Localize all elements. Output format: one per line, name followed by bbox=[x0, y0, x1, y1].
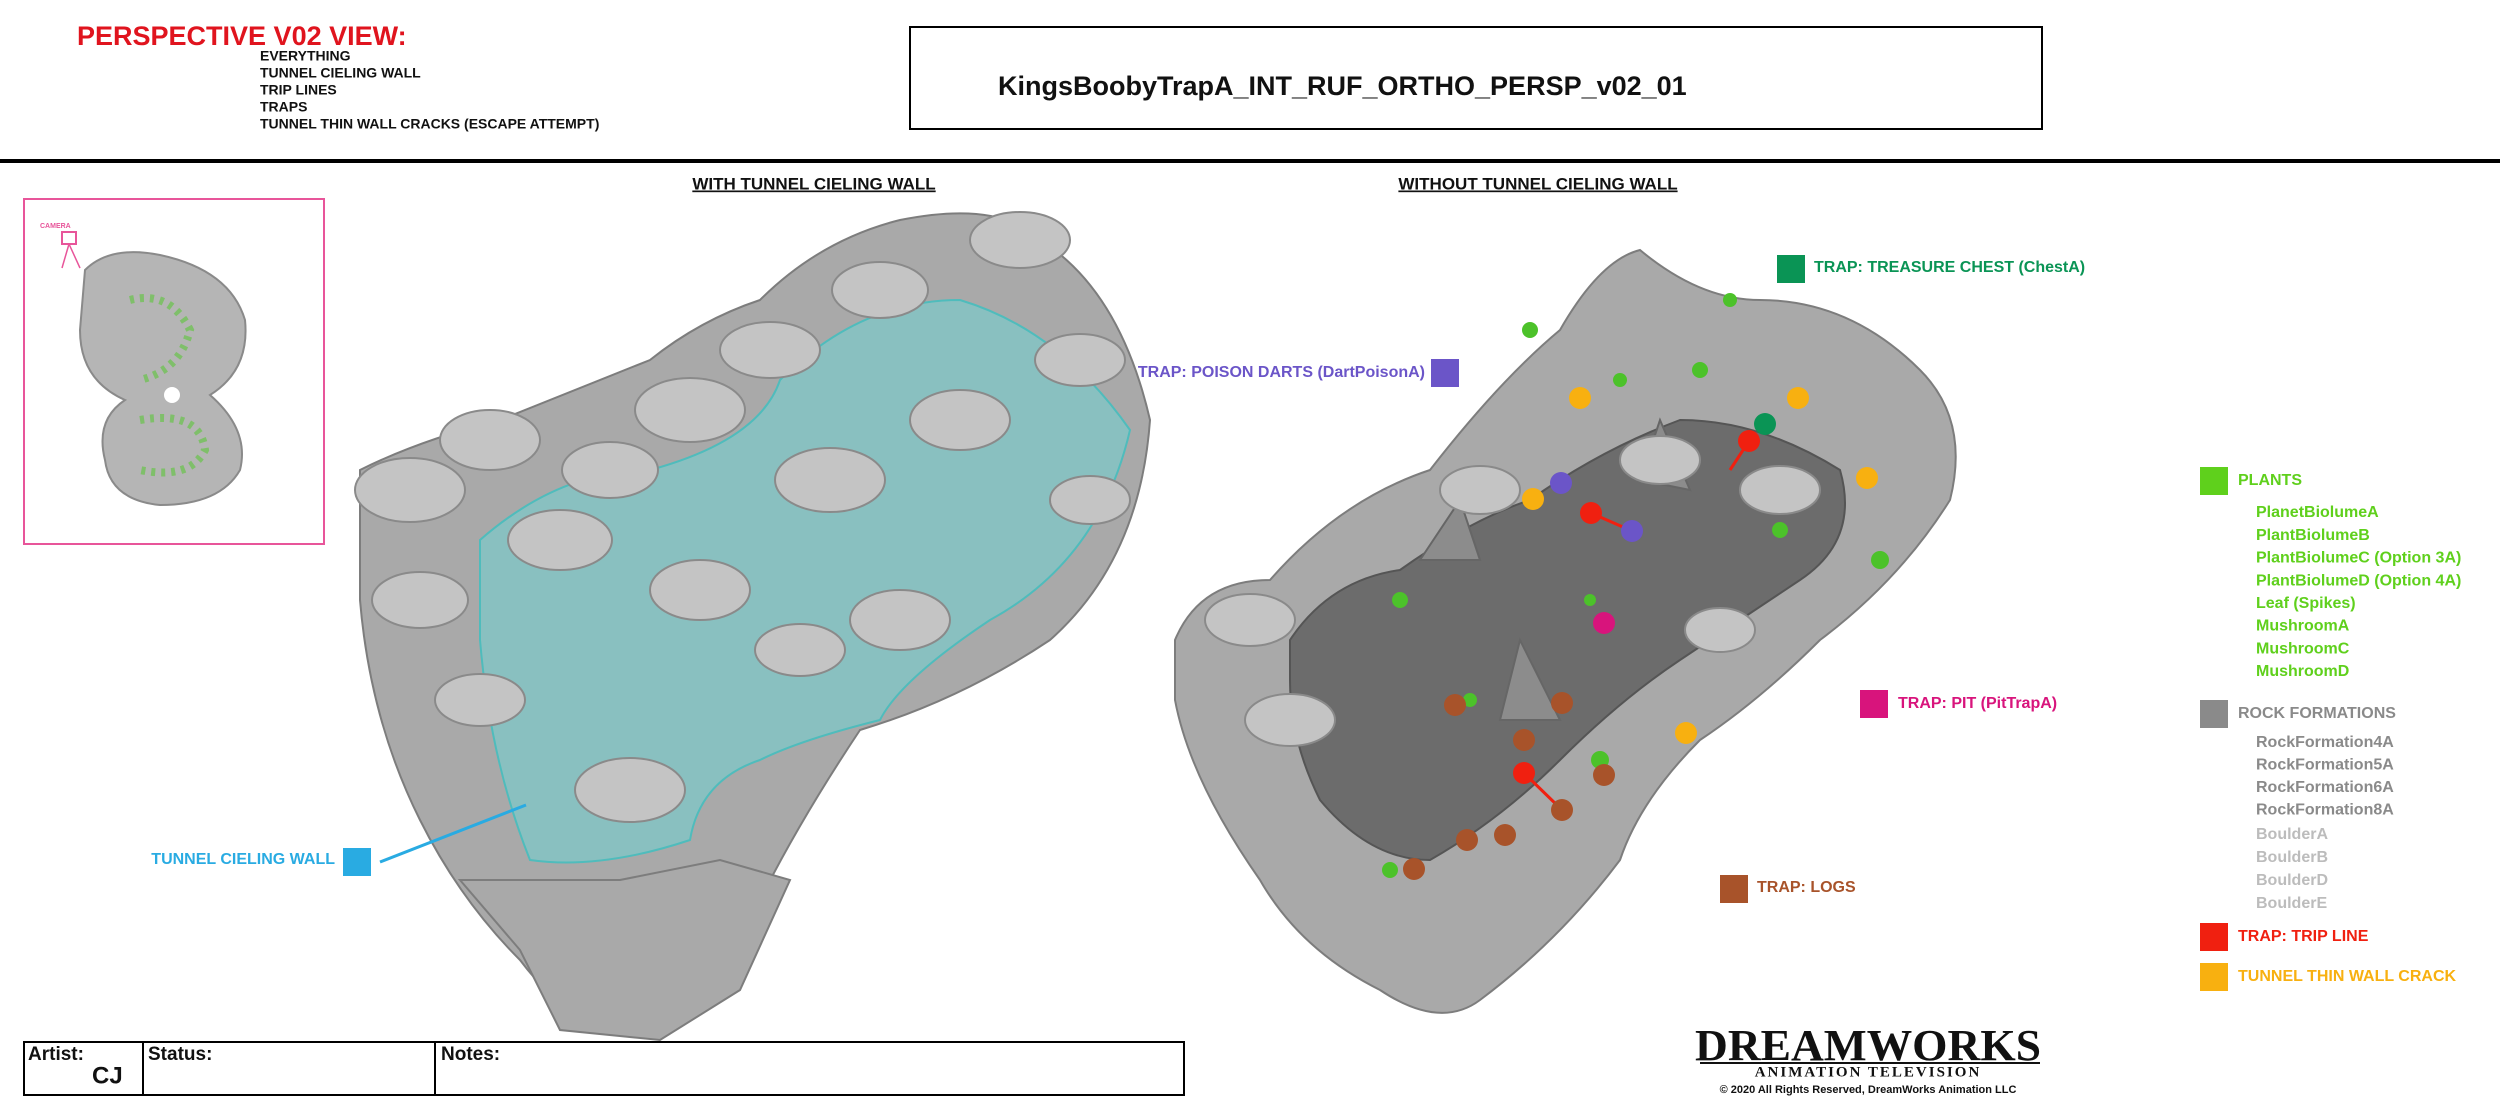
callout-swatch bbox=[343, 848, 371, 876]
legend-item: RockFormation4A bbox=[2256, 734, 2394, 751]
legend-item: BoulderA bbox=[2256, 826, 2328, 843]
legend-swatch bbox=[2200, 700, 2228, 728]
legend-swatch bbox=[2200, 963, 2228, 991]
status-label: Status: bbox=[148, 1044, 212, 1065]
view-title: PERSPECTIVE V02 VIEW: bbox=[77, 21, 407, 51]
callout-swatch bbox=[1777, 255, 1805, 283]
legend-item: PlantBiolumeD (Option 4A) bbox=[2256, 572, 2461, 589]
legend-item: MushroomA bbox=[2256, 618, 2350, 635]
legend-item: BoulderD bbox=[2256, 872, 2328, 889]
inset-label: CAMERA bbox=[40, 223, 71, 230]
file-name-box bbox=[909, 26, 2043, 130]
callout: TRAP: LOGS bbox=[1757, 879, 1856, 896]
legend-items: PlanetBiolumeA PlantBiolumeB PlantBiolumeC… bbox=[2256, 504, 2461, 680]
callout-swatch bbox=[1720, 875, 1748, 903]
view-item: TRIP LINES bbox=[260, 82, 337, 98]
artist: CJ bbox=[92, 1062, 123, 1089]
callout: TUNNEL CIELING WALL bbox=[151, 851, 335, 868]
view-item: TUNNEL CIELING WALL bbox=[260, 65, 421, 81]
legend-title: ROCK FORMATIONS bbox=[2238, 705, 2396, 722]
file-name: KingsBoobyTrapA_INT_RUF_ORTHO_PERSP_v02_… bbox=[998, 71, 1687, 101]
panel-title: WITH TUNNEL CIELING WALL bbox=[692, 174, 935, 193]
callout: TRAP: PIT (PitTrapA) bbox=[1898, 695, 2057, 712]
footer-table bbox=[23, 1041, 1185, 1096]
inset-render bbox=[61, 231, 247, 507]
legend-item: PlanetBiolumeA bbox=[2256, 504, 2379, 521]
legend-title: TUNNEL THIN WALL CRACK bbox=[2238, 968, 2457, 985]
legend-title: TRAP: TRIP LINE bbox=[2238, 928, 2369, 945]
view-item: TRAPS bbox=[260, 99, 307, 115]
logo-name: DREAMWORKS bbox=[1695, 1021, 2041, 1070]
legend-item: PlantBiolumeB bbox=[2256, 527, 2370, 544]
legend-item: PlantBiolumeC (Option 3A) bbox=[2256, 550, 2461, 567]
legend-swatch bbox=[2200, 923, 2228, 951]
legend-item: MushroomD bbox=[2256, 663, 2349, 680]
logo-division: ANIMATION TELEVISION bbox=[1755, 1064, 1982, 1080]
legend-items: RockFormation4A RockFormation5A RockFormat… bbox=[2256, 734, 2394, 912]
legend-item: MushroomC bbox=[2256, 640, 2350, 657]
legend-item: Leaf (Spikes) bbox=[2256, 595, 2356, 612]
legend-item: RockFormation6A bbox=[2256, 779, 2394, 796]
view-item: EVERYTHING bbox=[260, 48, 351, 64]
artist-label: Artist: bbox=[28, 1044, 84, 1065]
legend-item: BoulderE bbox=[2256, 895, 2327, 912]
legend-item: RockFormation8A bbox=[2256, 802, 2394, 819]
legend-item: RockFormation5A bbox=[2256, 757, 2394, 774]
callout-swatch bbox=[1860, 690, 1888, 718]
render-without-ceiling bbox=[1174, 248, 1957, 1014]
copyright: © 2020 All Rights Reserved, DreamWorks A… bbox=[1720, 1084, 2017, 1096]
panel-title: WITHOUT TUNNEL CIELING WALL bbox=[1398, 174, 1677, 193]
notes-label: Notes: bbox=[441, 1044, 500, 1065]
legend-item: BoulderB bbox=[2256, 849, 2328, 866]
render-with-ceiling bbox=[354, 211, 1152, 1042]
legend-title: PLANTS bbox=[2238, 472, 2302, 489]
callout: TRAP: POISON DARTS (DartPoisonA) bbox=[1138, 364, 1425, 381]
legend-swatch bbox=[2200, 467, 2228, 495]
callout-leader bbox=[379, 803, 527, 864]
callout-swatch bbox=[1431, 359, 1459, 387]
callout: TRAP: TREASURE CHEST (ChestA) bbox=[1814, 259, 2085, 276]
view-item: TUNNEL THIN WALL CRACKS (ESCAPE ATTEMPT) bbox=[260, 116, 599, 132]
